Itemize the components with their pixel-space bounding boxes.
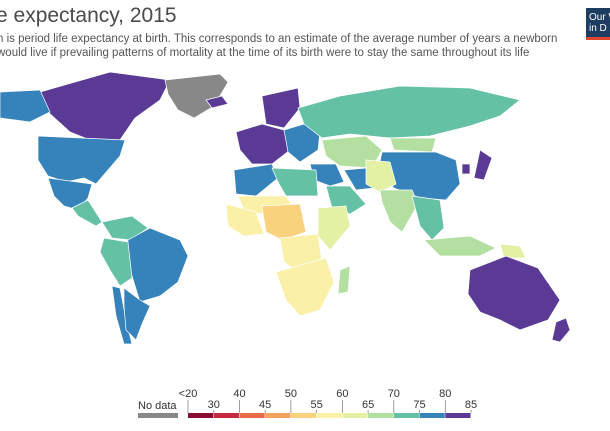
region-north-africa[interactable]: North Africa: 75-80	[233, 163, 279, 197]
region-southeast-asia[interactable]: Southeast Asia: 70-75	[411, 195, 445, 241]
region-australia[interactable]: Australia: 80-85	[467, 255, 561, 331]
region-western-europe[interactable]: Western Europe: 80-85	[235, 123, 291, 165]
legend-tick-label: 55	[311, 399, 323, 411]
region-indonesia[interactable]: Indonesia: 65-70	[423, 235, 497, 257]
legend-tick-label: 60	[336, 388, 348, 400]
region-brazil[interactable]: Brazil: 75-80	[125, 227, 189, 303]
legend-swatch-45-50[interactable]	[265, 413, 291, 418]
owid-logo[interactable]: Our W in D	[586, 8, 610, 40]
region-afghanistan-pakistan[interactable]: Afghanistan / Pakistan: 60-65	[365, 159, 397, 193]
legend-tick-label: 75	[413, 399, 425, 411]
legend-tick-label: 50	[285, 388, 297, 400]
chart-subtitle: n is period life expectancy at birth. Th…	[0, 32, 572, 60]
legend-swatch-75-80[interactable]	[419, 413, 445, 418]
legend-label-no-data: No data	[138, 400, 177, 412]
world-map: Canada: 80-85Alaska: 75-80 Greenland: No …	[0, 72, 571, 345]
region-west-africa[interactable]: West Africa: 55-60	[225, 203, 265, 237]
region-libya-egypt[interactable]: Libya / Egypt: 70-75	[271, 167, 319, 197]
region-central-america[interactable]: Central America: 70-75	[71, 199, 103, 227]
region-mongolia[interactable]: Mongolia: 65-70	[389, 137, 437, 153]
region-india[interactable]: India: 65-70	[379, 189, 419, 233]
region-russia[interactable]: Russia: 70-75	[297, 85, 521, 139]
legend-swatch-65-70[interactable]	[368, 413, 394, 418]
region-iceland[interactable]: Iceland: 80-85	[205, 95, 229, 109]
legend-swatch-20-30[interactable]	[188, 413, 214, 418]
region-peru-bolivia[interactable]: Peru / Bolivia: 70-75	[99, 237, 133, 287]
region-alaska[interactable]: Alaska: 75-80	[0, 89, 51, 123]
logo-line-2: in D	[589, 23, 607, 34]
legend-tick-label: 70	[388, 388, 400, 400]
legend-swatch-no-data[interactable]	[138, 413, 178, 418]
legend-swatch-50-55[interactable]	[290, 413, 317, 418]
legend-swatch-60-65[interactable]	[342, 413, 368, 418]
chart-title: e expectancy, 2015	[0, 4, 177, 27]
subtitle-line-2: would live if prevailing patterns of mor…	[0, 47, 530, 59]
legend-swatch-30-40[interactable]	[213, 413, 239, 418]
region-east-africa[interactable]: East Africa: 60-65	[317, 205, 351, 251]
region-madagascar[interactable]: Madagascar: 65-70	[337, 265, 351, 295]
region-canada[interactable]: Canada: 80-85	[39, 72, 171, 143]
region-japan[interactable]: Japan: 80-85	[473, 149, 493, 181]
legend-tick-label: 30	[208, 399, 220, 411]
region-southern-africa[interactable]: Southern Africa: 55-60	[275, 257, 335, 317]
legend-tick-label: 80	[439, 388, 451, 400]
legend-tick-label: 85	[465, 399, 477, 411]
region-new-zealand[interactable]: New Zealand: 80-85	[551, 317, 571, 343]
region-united-states[interactable]: United States: 75-80	[37, 135, 126, 185]
legend-swatch-80-85[interactable]	[445, 413, 471, 418]
legend-tick-label: 65	[362, 399, 374, 411]
legend-swatch-55-60[interactable]	[316, 413, 342, 418]
legend-swatch-70-75[interactable]	[393, 413, 420, 418]
legend-tick-label: 40	[233, 388, 245, 400]
logo-line-1: Our W	[589, 12, 610, 23]
logo-accent-bar	[586, 37, 610, 40]
region-scandinavia[interactable]: Scandinavia: 80-85	[261, 87, 301, 129]
region-nigeria-chad[interactable]: Nigeria / Chad: 50-55	[261, 203, 307, 241]
region-papua-new-guinea[interactable]: Papua New Guinea: 60-65	[499, 243, 527, 259]
legend-tick-label: <20	[179, 388, 198, 400]
legend-tick-label: 45	[259, 399, 271, 411]
legend-swatch-40-45[interactable]	[239, 413, 265, 418]
subtitle-line-1: n is period life expectancy at birth. Th…	[0, 33, 558, 45]
region-korea[interactable]: Korea: 80-85	[461, 163, 471, 175]
region-argentina[interactable]: Argentina: 75-80	[123, 287, 151, 341]
region-greenland[interactable]: Greenland: No data	[164, 73, 229, 119]
legend: No data<20 30 40 45 50 55 60 65 70 75 80 85	[138, 388, 477, 418]
